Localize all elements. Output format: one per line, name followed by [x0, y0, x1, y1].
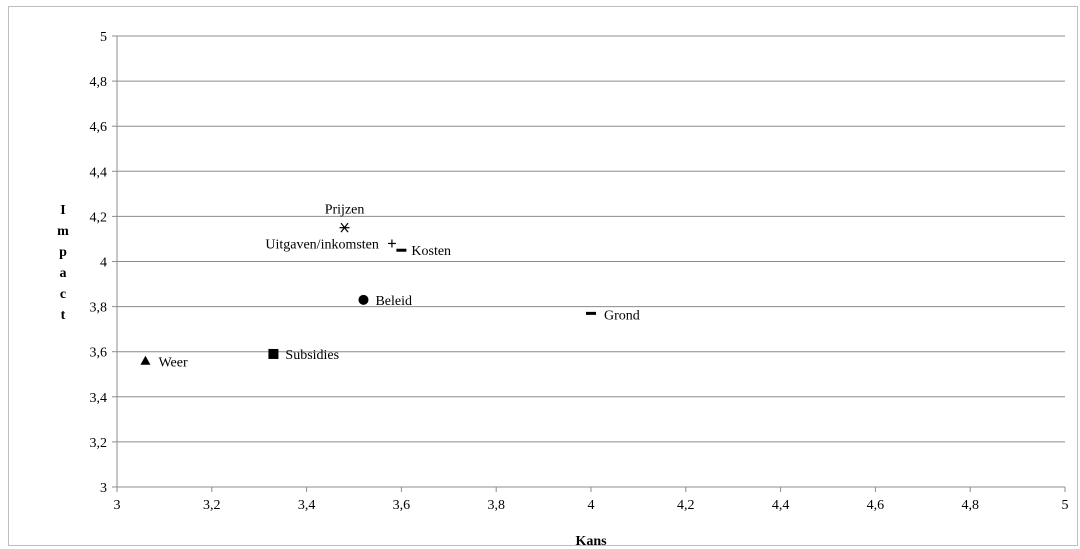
chart-frame — [8, 6, 1078, 546]
x-tick-label: 3,6 — [393, 498, 411, 513]
x-tick-label: 4 — [588, 498, 595, 513]
point-marker-dash — [586, 311, 596, 315]
y-tick-label: 5 — [100, 30, 107, 45]
point-marker-circle — [358, 294, 369, 305]
point-label: Beleid — [375, 294, 412, 309]
y-tick-label: 3,6 — [90, 346, 108, 361]
point-marker-star — [339, 222, 350, 233]
point-label: Weer — [158, 356, 188, 371]
y-tick-label: 3,8 — [90, 301, 108, 316]
y-tick-label: 3,4 — [90, 391, 108, 406]
y-tick-label: 4,4 — [90, 165, 108, 180]
x-tick-label: 4,6 — [867, 498, 885, 513]
y-tick-label: 4,2 — [90, 210, 108, 225]
point-marker-triangle — [140, 355, 151, 365]
point-marker-square — [268, 348, 279, 359]
x-tick-label: 3,2 — [203, 498, 221, 513]
y-tick-label: 4,8 — [90, 75, 108, 90]
point-label: Grond — [604, 308, 640, 323]
point-marker-star-d2 — [340, 222, 349, 233]
y-tick-label: 4,6 — [90, 120, 108, 135]
point-label: Prijzen — [325, 203, 365, 218]
x-axis-title: Kans — [575, 534, 607, 549]
point-label: Kosten — [411, 244, 451, 259]
x-tick-label: 4,8 — [961, 498, 979, 513]
x-tick-label: 5 — [1062, 498, 1069, 513]
x-tick-label: 4,4 — [772, 498, 790, 513]
x-tick-label: 3 — [114, 498, 121, 513]
y-tick-label: 3 — [100, 481, 107, 496]
y-tick-label: 4 — [100, 256, 107, 271]
x-tick-label: 3,4 — [298, 498, 316, 513]
point-marker-plus — [387, 239, 396, 248]
x-tick-label: 3,8 — [487, 498, 505, 513]
point-label: Subsidies — [285, 348, 339, 363]
point-label: Uitgaven/inkomsten — [265, 237, 379, 252]
point-marker-dash — [396, 248, 407, 252]
x-tick-label: 4,2 — [677, 498, 695, 513]
y-tick-label: 3,2 — [90, 436, 108, 451]
